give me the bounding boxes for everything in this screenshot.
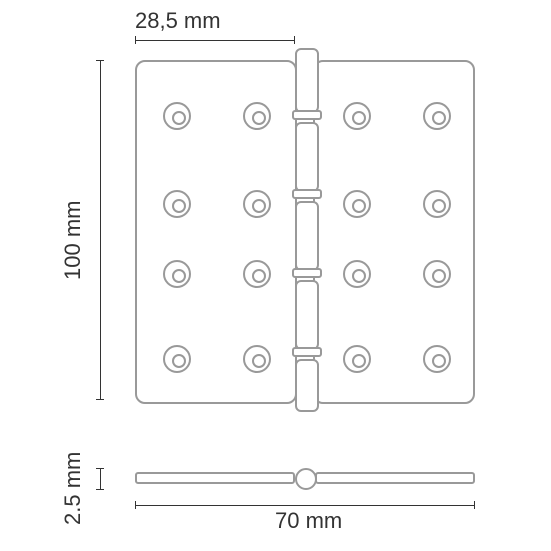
screw-hole: [243, 345, 271, 373]
hinge-knuckle: [295, 280, 319, 350]
screw-hole: [163, 260, 191, 288]
hinge-knuckle: [295, 122, 319, 192]
dim-tick: [294, 36, 295, 44]
hinge-ring: [292, 110, 322, 120]
hinge-leaf-left: [135, 60, 297, 404]
screw-hole: [423, 102, 451, 130]
hinge-side-view: [135, 470, 475, 488]
hinge-ring: [292, 347, 322, 357]
hinge-front-view: [135, 60, 475, 400]
screw-hole: [243, 190, 271, 218]
screw-hole: [343, 102, 371, 130]
side-leaf-left: [135, 472, 295, 484]
screw-hole: [343, 345, 371, 373]
dim-label-thickness: 2.5 mm: [60, 452, 86, 525]
screw-hole: [243, 102, 271, 130]
hinge-leaf-right: [313, 60, 475, 404]
screw-hole: [343, 190, 371, 218]
hinge-knuckle: [295, 48, 319, 113]
dim-tick: [96, 60, 104, 61]
dim-line-thickness: [100, 468, 101, 490]
dim-tick: [135, 36, 136, 44]
screw-hole: [423, 190, 451, 218]
dim-tick: [135, 501, 136, 509]
screw-hole: [423, 260, 451, 288]
dim-line-height: [100, 60, 101, 400]
screw-hole: [163, 102, 191, 130]
dim-tick: [96, 489, 104, 490]
dim-label-height: 100 mm: [60, 201, 86, 280]
hinge-ring: [292, 189, 322, 199]
dim-line-top: [135, 40, 295, 41]
dim-tick: [474, 501, 475, 509]
screw-hole: [243, 260, 271, 288]
side-pin: [295, 468, 317, 490]
side-leaf-right: [315, 472, 475, 484]
dim-label-leaf-width: 28,5 mm: [135, 8, 221, 34]
screw-hole: [163, 190, 191, 218]
hinge-ring: [292, 268, 322, 278]
dim-tick: [96, 468, 104, 469]
dim-tick: [96, 399, 104, 400]
hinge-knuckle: [295, 359, 319, 412]
hinge-knuckle: [295, 201, 319, 271]
screw-hole: [163, 345, 191, 373]
screw-hole: [343, 260, 371, 288]
dim-line-width: [135, 505, 475, 506]
dim-label-total-width: 70 mm: [275, 508, 342, 534]
screw-hole: [423, 345, 451, 373]
